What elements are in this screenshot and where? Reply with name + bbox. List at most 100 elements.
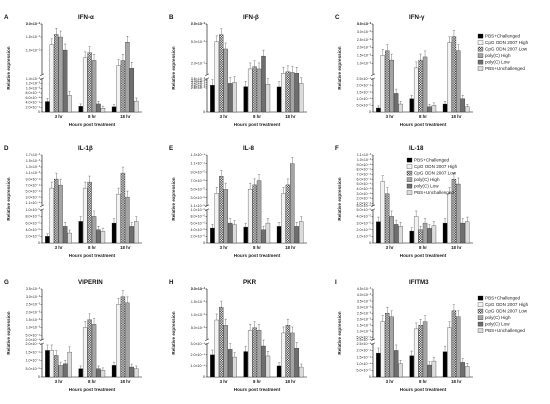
y-tick-label: 3.4×10⁻³ (191, 79, 206, 83)
legend-swatch (477, 328, 484, 333)
bar-g-2-3 (125, 302, 130, 378)
y-tick-label: 1.0×10⁻³ (357, 158, 372, 162)
y-tick-label: 1.0×10⁻² (26, 48, 41, 52)
bar-h-1-3 (256, 330, 262, 378)
bar-h-0-0 (210, 354, 215, 378)
bar-e-2-5 (299, 221, 304, 244)
y-tick-label: 1.0×10⁻³ (357, 61, 372, 65)
bar-e-0-4 (227, 222, 233, 244)
y-tick-label: 6.0×10⁻⁴ (25, 96, 40, 100)
y-tick-label: 3.0×10⁻⁴ (25, 195, 40, 199)
bar-h-1-2 (252, 327, 257, 378)
bar-f-0-5 (398, 226, 403, 244)
bar-c-1-5 (431, 105, 437, 113)
y-tick-label: 5.0×10⁻¹ (191, 287, 206, 291)
x-axis-label: Hours post treatment (234, 387, 281, 392)
bar-g-0-3 (58, 365, 63, 378)
panel-title: PKR (243, 279, 257, 286)
y-tick-label: 8.0×10⁻⁴ (356, 168, 371, 172)
y-tick-label: 3.0×10⁻³ (357, 305, 372, 309)
bar-c-2-1 (447, 42, 452, 113)
y-tick-label: 7.0×10⁻⁵ (191, 179, 206, 183)
y-tick-label: 5.0×10⁻⁵ (357, 204, 372, 208)
y-tick-label: 8.0×10⁻⁶ (191, 215, 206, 219)
y-tick-label: 5.0×10⁻¹ (357, 22, 372, 26)
legend-swatch (477, 295, 484, 301)
legend-label: poly(C) High (485, 315, 511, 320)
bar-d-0-4 (62, 226, 68, 244)
y-tick-label: 1.0×10⁻² (191, 313, 206, 317)
bar-c-2-2 (451, 36, 457, 113)
legend-label: poly(C) High (414, 177, 440, 182)
x-tick-label: 18 hr (451, 379, 462, 384)
y-tick-label: 6.0×10⁻⁶ (26, 221, 41, 225)
x-tick-label: 18 hr (285, 379, 296, 384)
x-axis-label: Hours post treatment (69, 387, 116, 392)
x-tick-label: 8 hr (253, 245, 261, 250)
bar-h-2-1 (281, 332, 286, 378)
x-axis-label: Hours post treatment (400, 253, 447, 258)
y-tick-label: 5.0×10⁻³ (191, 326, 206, 330)
y-tick-label: 3.0×10⁻³ (26, 295, 41, 299)
panel-title: IL-1β (78, 145, 93, 152)
bar-h-2-0 (276, 365, 282, 378)
y-tick-label: 6.0×10⁻⁶ (191, 221, 206, 225)
legend-label: PBS+Unchallenged (485, 328, 525, 333)
y-tick-label: 1.5×10⁻² (191, 300, 206, 304)
panel-d: D IL-1β 0 2.0×10⁻⁶ 4.0×10⁻⁶ 6.0×10⁻⁶ 8.0×10⁻⁶ 1… (4, 145, 142, 258)
y-axis-label: Relative expression (337, 311, 342, 354)
bar-a-1-1 (82, 57, 88, 113)
legend-swatch (477, 66, 484, 71)
y-tick-label: 1.7×10⁻³ (26, 153, 41, 157)
y-tick-label: 1.0×10⁻⁴ (356, 97, 371, 101)
bar-g-0-1 (49, 350, 55, 378)
bar-f-1-4 (427, 228, 432, 244)
y-tick-label: 1.5×10⁻⁴ (25, 350, 40, 354)
y-tick-label: 0 (369, 110, 371, 114)
y-tick-label: 2.5×10⁻⁴ (356, 338, 371, 342)
bar-g-2-1 (116, 304, 121, 378)
x-tick-label: 8 hr (88, 245, 96, 250)
axis-break-mark (204, 73, 210, 77)
y-tick-label: 4.0×10⁻³ (357, 293, 372, 297)
axis-break-mark (204, 338, 210, 342)
panel-i: I IFITM3 0 5.0×10⁻⁵ 1.0×10⁻⁴ 1.5×10⁻⁴ 2.0×10⁻⁴… (335, 279, 473, 392)
y-tick-label: 2.0×10⁻⁵ (357, 228, 372, 232)
bar-h-1-0 (243, 351, 248, 378)
y-tick-label: 5.0×10⁻⁴ (25, 333, 40, 337)
y-tick-label: 1.1×10⁻³ (357, 153, 372, 157)
y-tick-label: 4.0×10⁻⁶ (191, 228, 206, 232)
bar-g-0-5 (67, 351, 72, 378)
bar-a-0-1 (49, 44, 55, 113)
legend-label: CpG ODN 2007 High (414, 164, 458, 169)
bar-c-0-0 (376, 107, 381, 113)
x-tick-label: 18 hr (451, 114, 462, 119)
bar-i-2-4 (460, 362, 466, 378)
bar-f-0-4 (393, 224, 399, 244)
x-axis-label: Hours post treatment (69, 253, 116, 258)
y-tick-label: 5.0×10⁻⁴ (356, 182, 371, 186)
y-tick-label: 2.0×10⁻⁴ (25, 342, 40, 346)
bar-c-0-3 (389, 59, 394, 113)
bar-c-1-0 (409, 98, 414, 113)
y-tick-label: 2.0×10⁻⁴ (356, 84, 371, 88)
panel-e: E IL-8 0 2.0×10⁻⁶ 4.0×10⁻⁶ 6.0×10⁻⁶ 8.0×10⁻⁶ 1.… (169, 145, 307, 258)
y-tick-label: 2.0×10⁻⁴ (356, 197, 371, 201)
x-tick-label: 8 hr (88, 114, 96, 119)
legend-swatch (477, 315, 484, 320)
axis-break-mark (370, 73, 376, 77)
y-axis-label: Relative expression (171, 177, 176, 220)
bar-h-1-4 (261, 345, 266, 378)
y-tick-label: 1.0×10⁻³ (357, 330, 372, 334)
legend-label: CpG ODN 2007 Low (485, 309, 528, 314)
bar-b-0-3 (223, 48, 228, 113)
y-tick-label: 5.0×10⁻² (191, 40, 206, 44)
bar-g-2-5 (134, 368, 139, 378)
bar-d-1-1 (82, 187, 88, 244)
y-tick-label: 5.0×10⁻⁵ (357, 104, 372, 108)
y-tick-label: 0 (38, 375, 40, 379)
y-axis-label: Relative expression (6, 311, 11, 354)
y-tick-label: 1.5×10⁻² (26, 35, 41, 39)
